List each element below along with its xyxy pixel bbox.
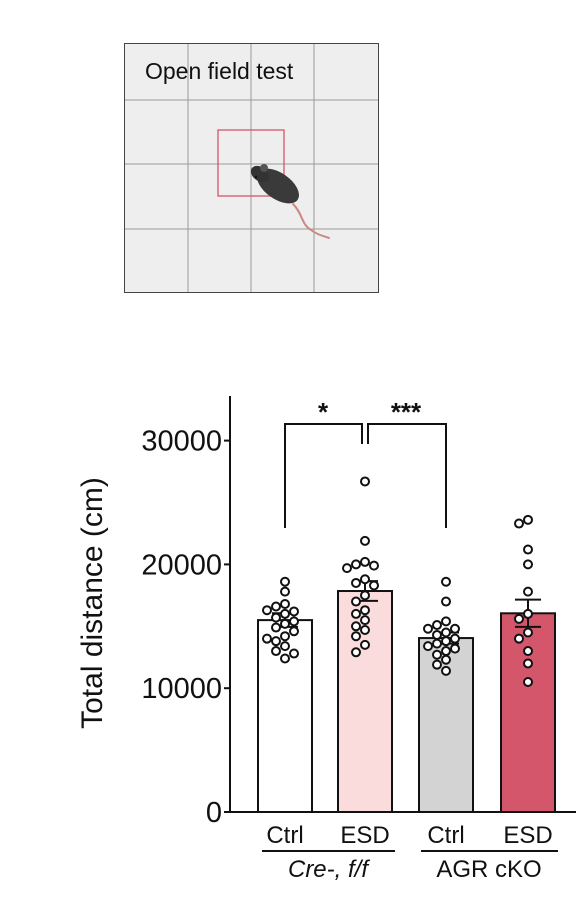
data-point (523, 608, 533, 619)
data-point (271, 636, 281, 647)
group-label: Cre-, f/f (288, 856, 370, 883)
data-point (280, 586, 290, 597)
data-point (450, 633, 460, 644)
data-point (360, 476, 370, 487)
data-point (289, 616, 299, 627)
data-point (280, 641, 290, 652)
data-point (360, 639, 370, 650)
data-point (262, 605, 272, 616)
data-point (360, 625, 370, 636)
group-label: AGR cKO (436, 856, 541, 883)
data-points (262, 476, 533, 688)
x-category-label: ESD (340, 822, 389, 849)
data-point (523, 658, 533, 669)
data-point (523, 514, 533, 525)
y-axis-label: Total distance (cm) (76, 477, 109, 729)
data-point (514, 518, 524, 529)
y-tick-label: 20000 (141, 549, 222, 581)
data-point (351, 559, 361, 570)
data-point (441, 654, 451, 665)
data-point (441, 627, 451, 638)
data-point (280, 653, 290, 664)
y-tick-label: 0 (206, 797, 222, 829)
data-point (351, 596, 361, 607)
data-point (432, 620, 442, 631)
data-point (523, 627, 533, 638)
data-point (289, 606, 299, 617)
data-point (289, 648, 299, 659)
data-point (441, 646, 451, 657)
data-point (432, 659, 442, 670)
bar (257, 619, 313, 813)
data-point (432, 638, 442, 649)
data-point (351, 577, 361, 588)
diagram-title: Open field test (145, 58, 294, 84)
open-field-diagram: Open field test (124, 43, 379, 293)
data-point (523, 559, 533, 570)
x-category-label: Ctrl (427, 822, 464, 849)
x-category-label: Ctrl (266, 822, 303, 849)
x-category-label: ESD (503, 822, 552, 849)
data-point (360, 535, 370, 546)
data-point (441, 576, 451, 587)
data-point (271, 601, 281, 612)
data-point (523, 586, 533, 597)
data-point (351, 631, 361, 642)
data-point (351, 621, 361, 632)
data-point (432, 649, 442, 660)
data-point (351, 608, 361, 619)
data-point (280, 608, 290, 619)
bracket-right (367, 423, 447, 528)
data-point (432, 629, 442, 640)
bars (257, 590, 556, 814)
data-point (360, 556, 370, 567)
data-point (271, 646, 281, 657)
data-point (262, 633, 272, 644)
data-point (280, 631, 290, 642)
y-tick-label: 10000 (141, 673, 222, 705)
data-point (441, 616, 451, 627)
data-point (271, 612, 281, 623)
data-point (523, 646, 533, 657)
significance-label: * (318, 397, 329, 427)
data-point (351, 647, 361, 658)
data-point (523, 544, 533, 555)
bar (500, 612, 556, 814)
data-point (280, 618, 290, 629)
data-point (360, 590, 370, 601)
data-point (423, 623, 433, 634)
data-point (441, 596, 451, 607)
bracket-left (284, 423, 363, 528)
data-point (271, 622, 281, 633)
y-axis-ticks: 30000 20000 10000 0 (141, 426, 230, 829)
mouse-icon (250, 164, 330, 239)
data-point (441, 636, 451, 647)
data-point (514, 633, 524, 644)
data-point (342, 563, 352, 574)
data-point (280, 576, 290, 587)
data-point (450, 623, 460, 634)
open-field-arena (125, 44, 378, 292)
data-point (289, 626, 299, 637)
data-point (423, 641, 433, 652)
data-point (369, 560, 379, 571)
significance-label: *** (391, 397, 422, 427)
data-point (280, 599, 290, 610)
data-point (450, 643, 460, 654)
data-point (360, 574, 370, 585)
data-point (514, 613, 524, 624)
data-point (360, 615, 370, 626)
x-axis-labels: Ctrl ESD Ctrl ESD Cre-, f/f AGR cKO (262, 822, 558, 883)
significance-brackets: * *** (284, 397, 447, 528)
y-tick-label: 30000 (141, 426, 222, 458)
center-zone (217, 129, 285, 197)
data-point (369, 580, 379, 591)
data-point (360, 605, 370, 616)
data-point (441, 665, 451, 676)
data-point (523, 677, 533, 688)
